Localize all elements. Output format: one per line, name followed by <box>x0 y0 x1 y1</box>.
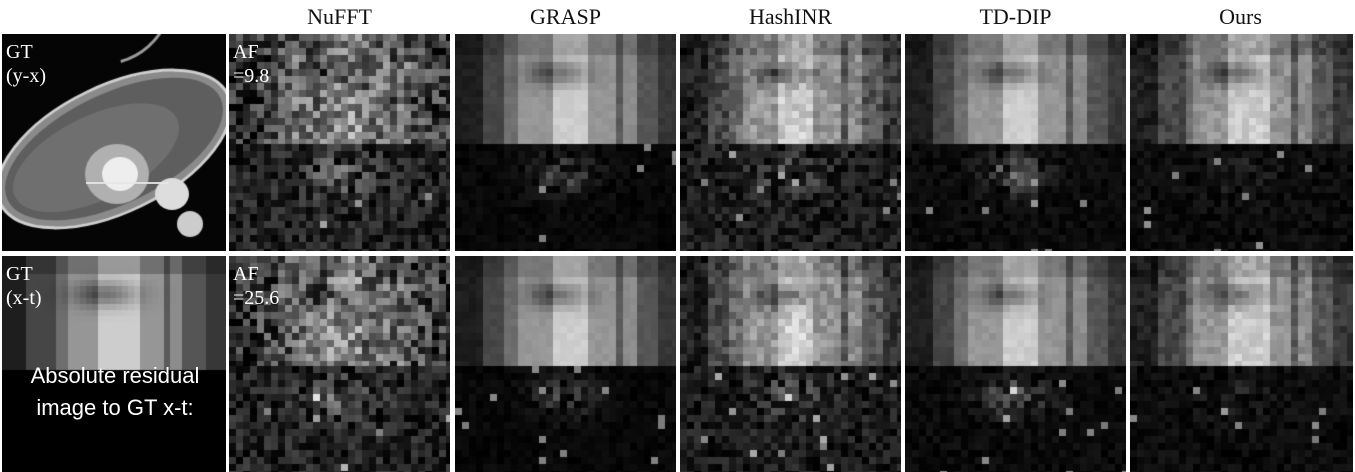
ours-row2-panel <box>1130 256 1353 472</box>
nufft-row1-panel: AF =9.8 <box>229 34 450 251</box>
grasp-row2-panel <box>455 256 676 472</box>
gt-xt-panel: GT (x-t) Absolute residual image to GT x… <box>2 256 226 472</box>
reconstruction-image <box>229 256 450 472</box>
cardiac-mri-image <box>2 34 226 251</box>
grasp-row1-panel <box>455 34 676 251</box>
gt-xt-label: GT (x-t) <box>6 263 42 309</box>
profile-line-marker <box>86 182 168 184</box>
td-dip-row1-panel <box>905 34 1126 251</box>
gt-yx-label: GT (y-x) <box>6 41 46 87</box>
ours-row1-panel <box>1130 34 1353 251</box>
reconstruction-image <box>1130 256 1353 472</box>
nufft-row2-panel: AF =25.6 <box>229 256 450 472</box>
reconstruction-image <box>680 256 901 472</box>
reconstruction-image <box>455 256 676 472</box>
column-header-grasp: GRASP <box>530 4 601 29</box>
hashinr-row1-panel <box>680 34 901 251</box>
reconstruction-image <box>455 34 676 251</box>
gt-yx-image: GT (y-x) <box>2 34 226 251</box>
column-header-ours: Ours <box>1219 4 1262 29</box>
reconstruction-image <box>905 34 1126 251</box>
reconstruction-image <box>1130 34 1353 251</box>
gt-xt-image <box>2 256 226 472</box>
reconstruction-image <box>905 256 1126 472</box>
column-header-nufft: NuFFT <box>307 4 372 29</box>
reconstruction-image <box>229 34 450 251</box>
residual-caption: Absolute residual image to GT x-t: <box>30 363 200 420</box>
td-dip-row2-panel <box>905 256 1126 472</box>
reconstruction-image <box>680 34 901 251</box>
column-header-hashinr: HashINR <box>748 4 833 29</box>
af-label-row2: AF =25.6 <box>233 263 280 309</box>
af-label-row1: AF =9.8 <box>233 41 270 87</box>
column-header-td-dip: TD-DIP <box>979 4 1052 29</box>
hashinr-row2-panel <box>680 256 901 472</box>
